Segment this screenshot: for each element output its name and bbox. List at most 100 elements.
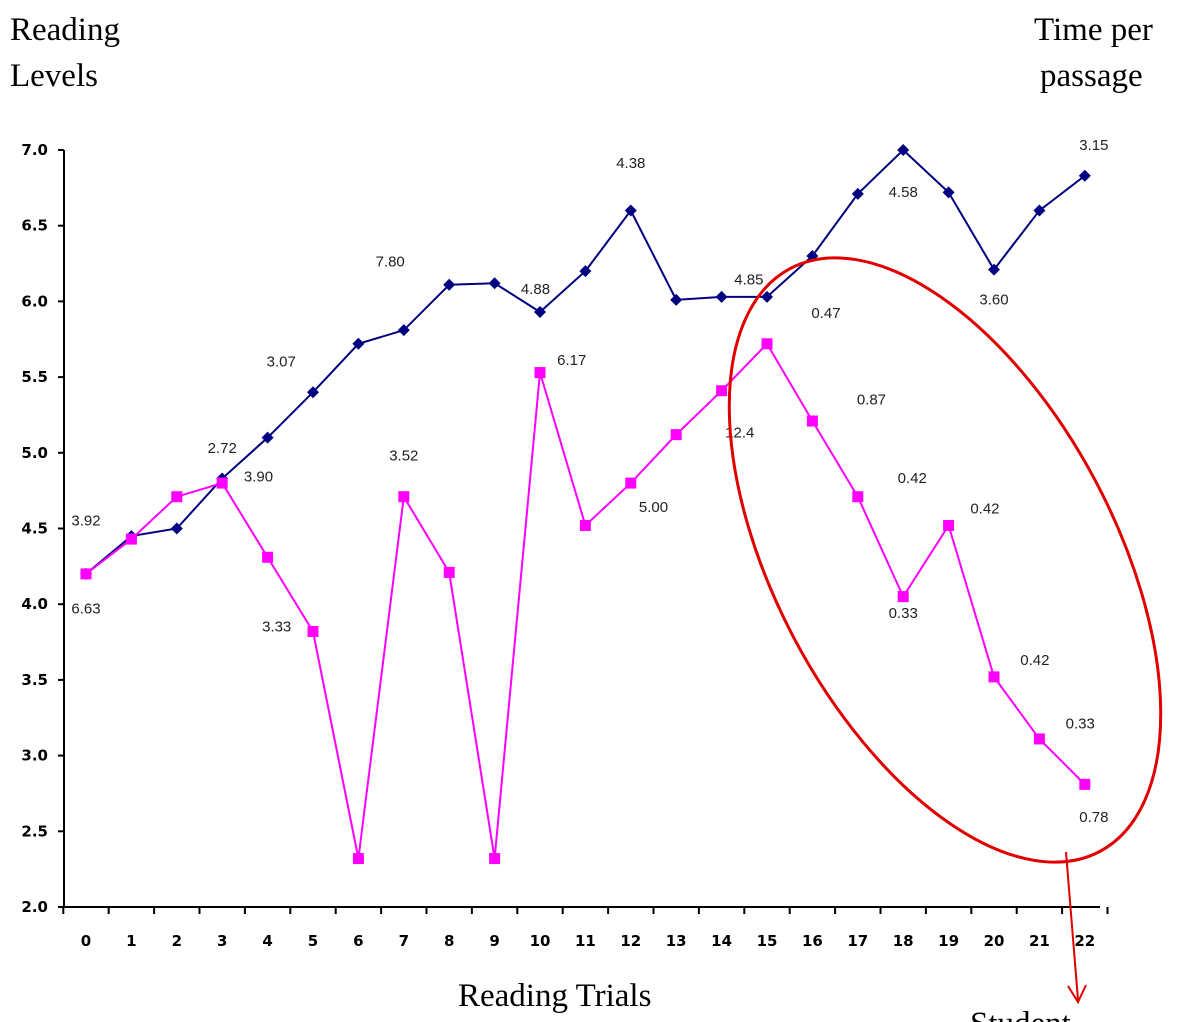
y-tick-label: 6.5: [21, 217, 48, 235]
x-tick-label: 18: [893, 932, 914, 950]
data-label: 0.42: [898, 470, 927, 487]
y-tick-label: 5.0: [21, 444, 48, 462]
data-point: [897, 591, 909, 603]
data-point: [625, 477, 637, 489]
data-point: [943, 519, 955, 531]
data-label: 3.60: [979, 291, 1008, 308]
right-axis-title-line-2: passage: [1040, 58, 1143, 94]
x-tick-label: 3: [217, 932, 227, 950]
x-tick-label: 17: [847, 932, 868, 950]
data-label: 4.38: [616, 155, 645, 172]
data-label: 12.4: [725, 425, 754, 442]
data-point: [761, 290, 773, 303]
data-point: [988, 671, 1000, 683]
data-label: 3.07: [267, 354, 296, 371]
x-tick-label: 0: [81, 932, 91, 950]
data-point: [398, 491, 410, 503]
x-tick-label: 13: [666, 932, 687, 950]
x-tick-label: 2: [172, 932, 182, 950]
callout-label: Student: [970, 1006, 1071, 1022]
data-point: [488, 277, 501, 290]
right-axis-title-line-1: Time per: [1034, 12, 1153, 48]
data-point: [579, 265, 592, 278]
x-tick-label: 20: [984, 932, 1005, 950]
y-tick-label: 4.0: [21, 595, 48, 613]
data-point: [443, 278, 456, 291]
data-label: 3.33: [262, 618, 291, 635]
data-point: [988, 263, 1000, 276]
y-tick-label: 3.5: [21, 671, 48, 689]
x-axis-title: Reading Trials: [458, 978, 651, 1014]
data-point: [1078, 169, 1091, 182]
data-point: [170, 522, 183, 535]
data-point: [851, 187, 864, 200]
x-tick-label: 22: [1074, 932, 1095, 950]
data-point: [1079, 778, 1091, 790]
data-label: 3.15: [1079, 137, 1108, 154]
data-label: 0.33: [889, 605, 918, 622]
y-tick-label: 4.5: [21, 520, 48, 538]
data-point: [352, 853, 364, 865]
data-point: [715, 290, 728, 303]
highlight-callout: [727, 256, 1163, 1005]
data-point: [534, 305, 546, 318]
x-tick-label: 8: [444, 932, 454, 950]
data-point: [942, 186, 955, 199]
data-label: 0.87: [857, 391, 886, 408]
y-tick-label: 7.0: [21, 141, 48, 159]
data-label: 2.72: [208, 440, 237, 457]
x-tick-label: 14: [711, 932, 732, 950]
data-label: 0.78: [1079, 809, 1108, 826]
data-point: [670, 293, 683, 306]
highlight-ellipse: [727, 256, 1163, 864]
data-point: [624, 204, 637, 217]
callout-arrow-head: [1067, 984, 1087, 1005]
data-label: 5.00: [639, 499, 668, 516]
x-tick-label: 6: [353, 932, 363, 950]
x-tick-label: 21: [1029, 932, 1050, 950]
data-point: [806, 249, 819, 262]
x-tick-label: 10: [530, 932, 551, 950]
data-point: [125, 533, 137, 545]
data-point: [489, 853, 501, 865]
x-tick-label: 1: [126, 932, 136, 950]
x-tick-label: 12: [620, 932, 641, 950]
data-label: 0.33: [1066, 715, 1095, 732]
data-point: [1033, 733, 1045, 745]
data-point: [307, 625, 319, 637]
y-tick-label: 2.0: [21, 898, 48, 916]
axes: 2.02.53.03.54.04.55.05.56.06.57.00 1 2 3 4 5 6…: [21, 141, 1109, 950]
data-point: [716, 385, 728, 397]
data-point: [806, 415, 818, 427]
x-tick-label: 11: [575, 932, 596, 950]
series-layer: [80, 144, 1091, 865]
x-tick-label: 5: [308, 932, 318, 950]
data-point: [443, 566, 455, 578]
x-tick-label: 4: [262, 932, 272, 950]
x-tick-label: 7: [399, 932, 409, 950]
data-label: 4.88: [521, 281, 550, 298]
callout-arrow-line: [1065, 851, 1079, 1001]
data-point: [1033, 204, 1046, 217]
series-line: [85, 342, 1086, 859]
data-label: 3.92: [71, 512, 100, 529]
left-axis-title-line-1: Reading: [10, 12, 120, 48]
data-point: [171, 491, 183, 503]
left-axis-title-line-2: Levels: [10, 58, 98, 94]
data-label: 4.85: [734, 272, 763, 289]
data-point: [761, 338, 773, 350]
data-point: [80, 568, 92, 580]
data-point: [216, 477, 228, 489]
data-point: [852, 491, 864, 503]
series-time-per-passage: [80, 338, 1091, 865]
data-point: [534, 367, 546, 379]
data-label: 0.47: [811, 305, 840, 322]
data-label: 7.80: [376, 254, 405, 271]
data-point: [352, 337, 365, 350]
x-tick-label: 19: [938, 932, 959, 950]
y-tick-label: 6.0: [21, 292, 48, 310]
data-point: [670, 429, 682, 441]
data-point: [897, 144, 910, 156]
data-labels: 3.92 6.63 2.72 3.90 3.07 3.33 3.52 7.80 4.88 6.17…: [71, 137, 1108, 826]
x-tick-label: 15: [757, 932, 778, 950]
